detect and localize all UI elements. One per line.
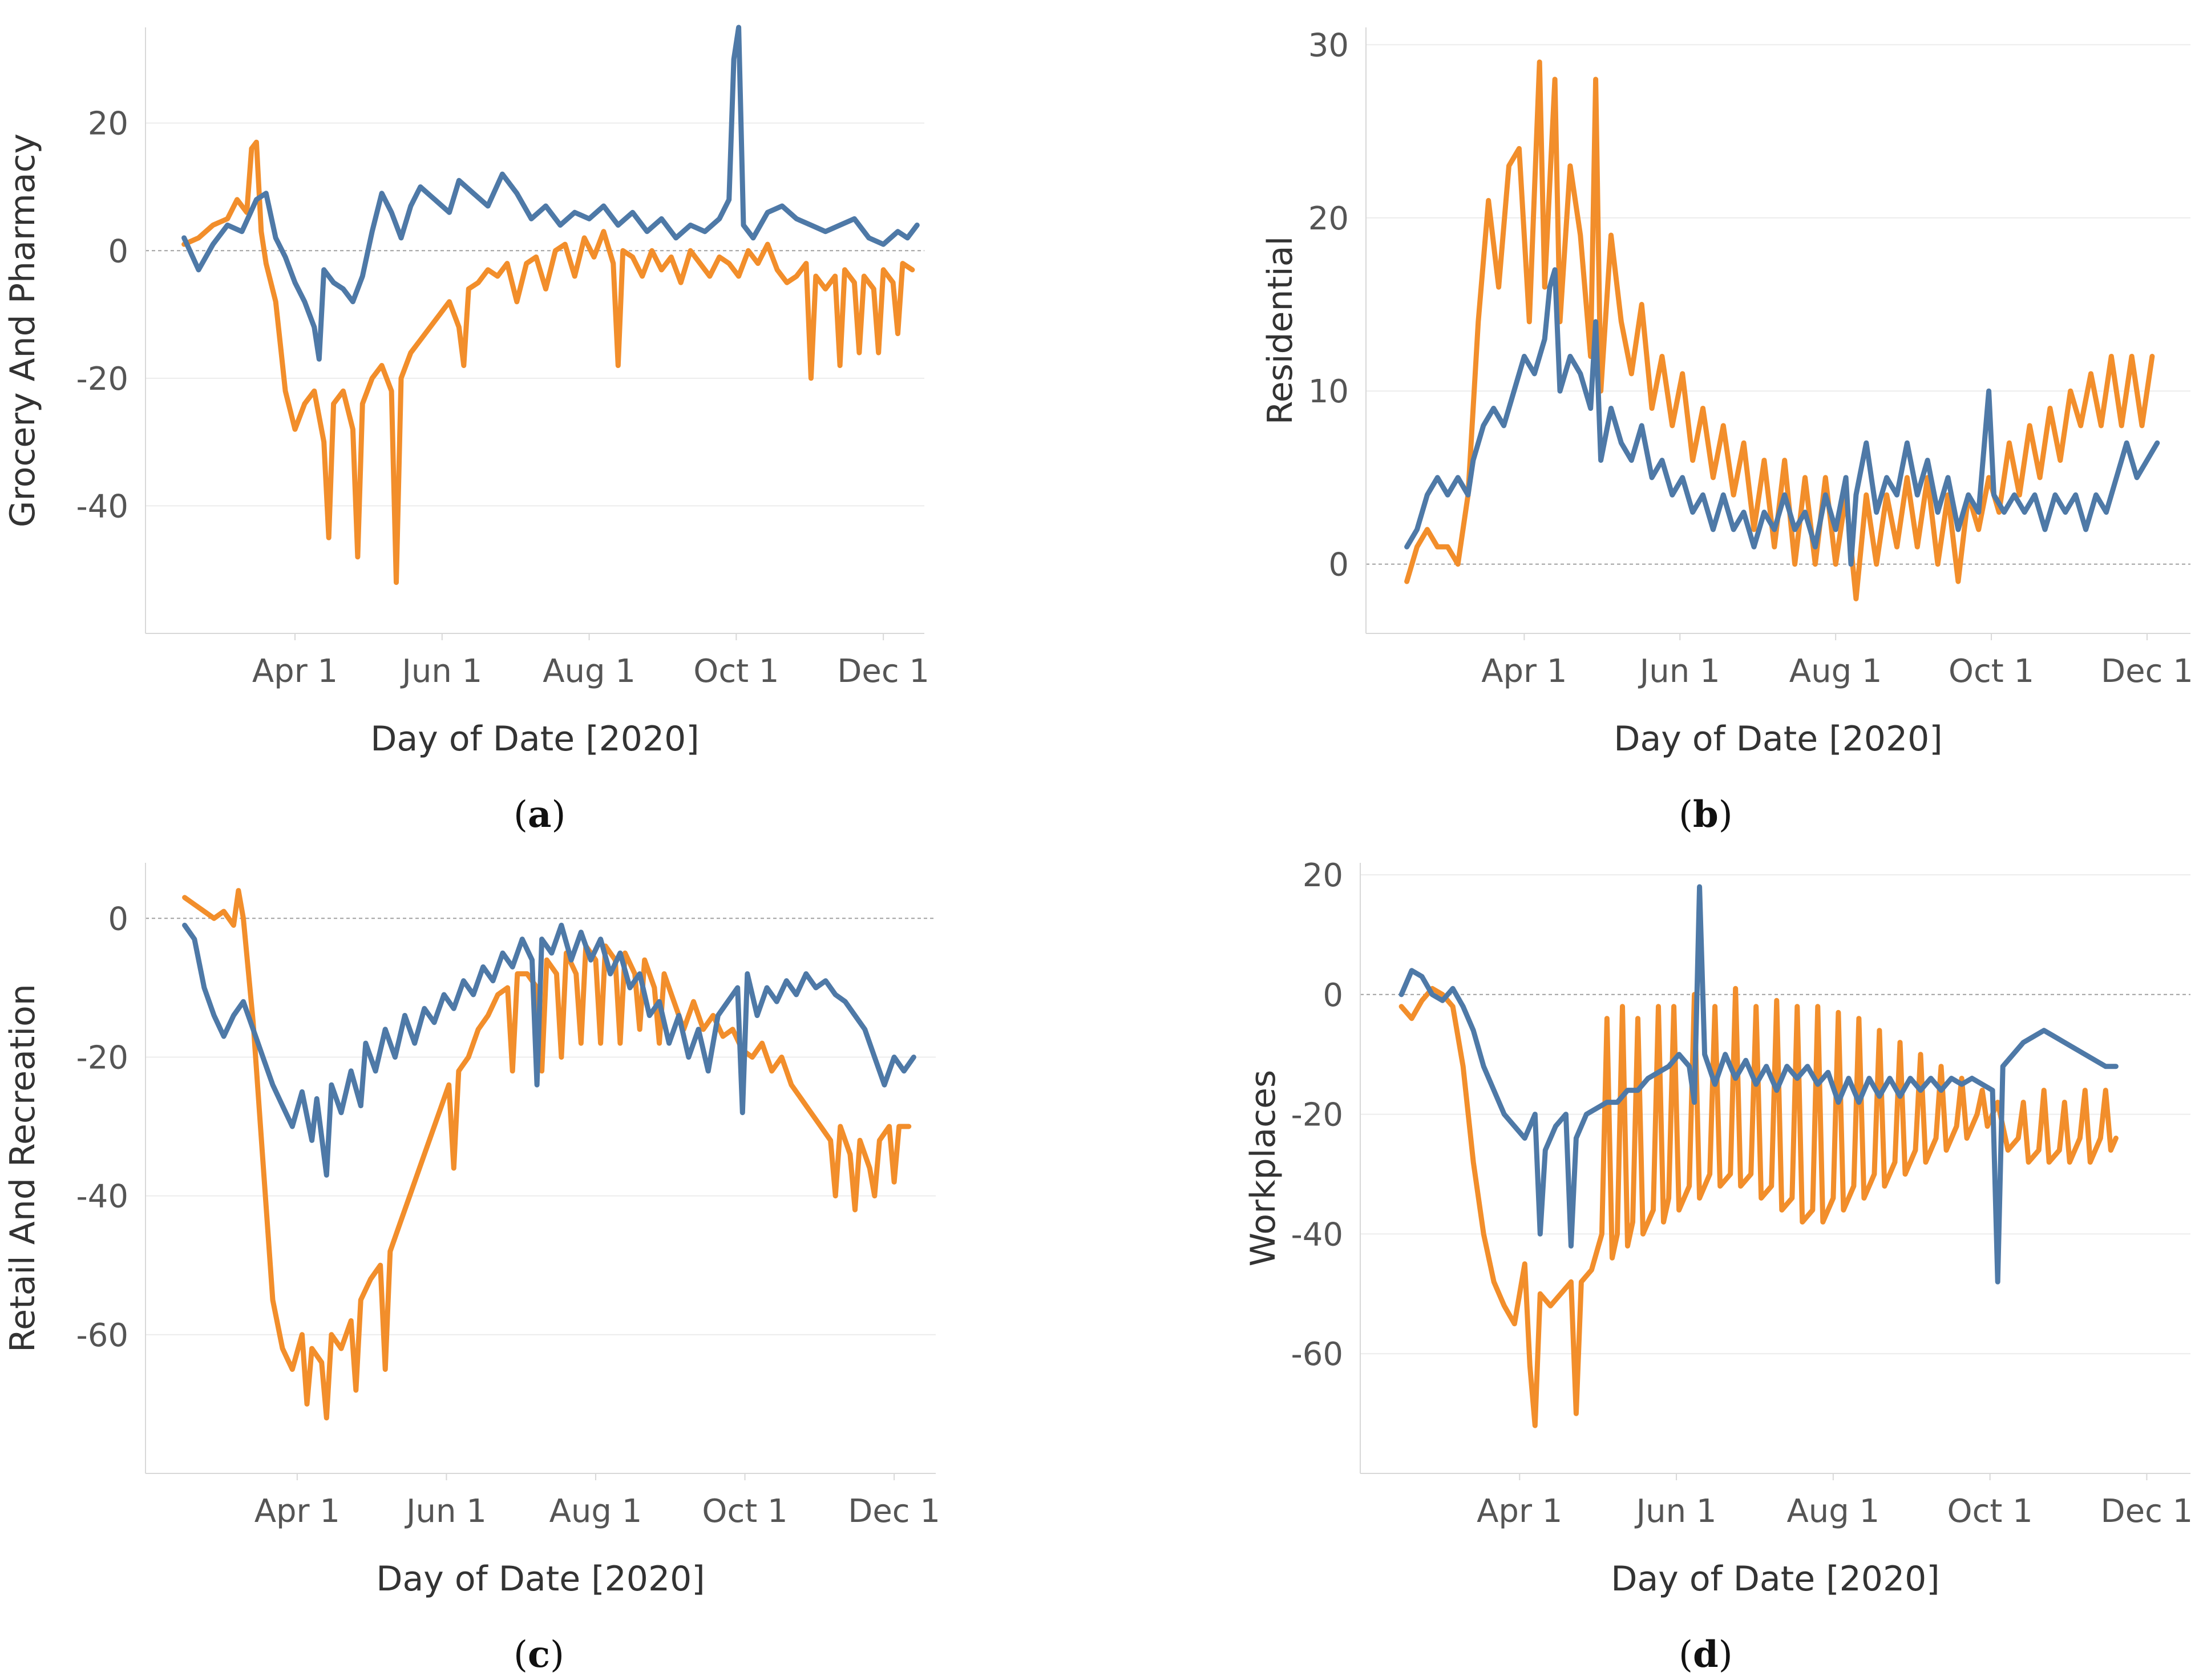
caption-b: (b): [1679, 793, 1733, 836]
x-axis-title: Day of Date [2020]: [376, 1559, 705, 1599]
y-tick-label: -60: [76, 1317, 128, 1354]
orange-series-line: [1404, 59, 2155, 601]
x-tick-label: Oct 1: [1949, 653, 2034, 690]
y-tick-label: -20: [76, 361, 128, 398]
chart-panel-a: 20 0 -20 -40 Apr 1 Jun 1 Aug 1 Oct 1 Dec 1 Day of…: [0, 0, 1104, 840]
blue-series-line: [1404, 267, 2160, 567]
x-tick-label: Aug 1: [1789, 653, 1882, 690]
x-tick-label: Apr 1: [252, 653, 338, 690]
y-tick-label: 20: [1308, 200, 1349, 237]
y-tick-label: 20: [1303, 857, 1343, 894]
orange-series-line: [182, 888, 912, 1421]
x-tick-label: Aug 1: [543, 653, 636, 690]
x-axis-title: Day of Date [2020]: [1611, 1559, 1939, 1599]
x-axis-title: Day of Date [2020]: [370, 719, 699, 759]
x-tick-label: Oct 1: [1947, 1493, 2033, 1530]
y-tick-label: -40: [76, 488, 128, 525]
y-axis-title: Workplaces: [1243, 1070, 1283, 1267]
caption-d: (d): [1679, 1633, 1733, 1676]
blue-series-line: [1398, 884, 2119, 1285]
x-axis-title: Day of Date [2020]: [1614, 719, 1942, 759]
chart-panel-b: 30 20 10 0 Apr 1 Jun 1 Aug 1 Oct 1 Dec 1 Day of D…: [1104, 0, 2207, 840]
line-chart-c: 0 -20 -40 -60 Apr 1 Jun 1 Aug 1 Oct 1 Dec 1 Day o…: [3, 863, 940, 1599]
chart-panel-c: 0 -20 -40 -60 Apr 1 Jun 1 Aug 1 Oct 1 Dec 1 Day o…: [0, 840, 1104, 1680]
y-tick-label: 0: [1328, 547, 1349, 584]
y-tick-label: 10: [1308, 373, 1349, 410]
y-tick-label: 0: [108, 900, 128, 938]
y-tick-label: 0: [108, 233, 128, 270]
y-tick-label: 20: [88, 106, 128, 143]
x-tick-label: Jun 1: [1635, 1493, 1717, 1530]
blue-series-line: [182, 922, 916, 1178]
x-tick-label: Apr 1: [1481, 653, 1567, 690]
y-tick-label: -40: [1291, 1216, 1343, 1253]
x-tick-label: Aug 1: [549, 1493, 642, 1530]
y-axis-title: Residential: [1260, 236, 1300, 425]
x-tick-label: Dec 1: [837, 653, 929, 690]
x-tick-label: Jun 1: [1638, 653, 1720, 690]
caption-a: (a): [514, 793, 566, 836]
x-tick-label: Apr 1: [254, 1493, 340, 1530]
chart-panel-d: 20 0 -20 -40 -60 Apr 1 Jun 1 Aug 1 Oct 1 Dec 1 Day…: [1104, 840, 2207, 1680]
y-axis-title: Retail And Recreation: [3, 984, 43, 1352]
y-tick-label: 0: [1323, 977, 1343, 1014]
line-chart-a: 20 0 -20 -40 Apr 1 Jun 1 Aug 1 Oct 1 Dec 1 Day of…: [3, 25, 929, 759]
x-tick-label: Jun 1: [405, 1493, 487, 1530]
y-axis-title: Grocery And Pharmacy: [3, 134, 43, 527]
y-tick-label: -40: [76, 1178, 128, 1215]
x-tick-label: Oct 1: [702, 1493, 787, 1530]
orange-series-line: [1398, 986, 2119, 1428]
x-tick-label: Dec 1: [848, 1493, 940, 1530]
x-tick-label: Apr 1: [1477, 1493, 1562, 1530]
x-tick-label: Aug 1: [1786, 1493, 1879, 1530]
x-tick-label: Jun 1: [400, 653, 482, 690]
x-tick-label: Oct 1: [693, 653, 779, 690]
y-tick-label: -20: [1291, 1097, 1343, 1134]
x-tick-label: Dec 1: [2101, 653, 2193, 690]
line-chart-b: 30 20 10 0 Apr 1 Jun 1 Aug 1 Oct 1 Dec 1 Day of D…: [1260, 27, 2193, 759]
blue-series-line: [181, 25, 920, 362]
line-chart-d: 20 0 -20 -40 -60 Apr 1 Jun 1 Aug 1 Oct 1 Dec 1 Day…: [1243, 857, 2193, 1599]
y-tick-label: 30: [1308, 27, 1349, 64]
orange-series-line: [181, 139, 915, 585]
y-tick-label: -20: [76, 1039, 128, 1076]
y-tick-label: -60: [1291, 1336, 1343, 1373]
caption-c: (c): [514, 1633, 564, 1676]
x-tick-label: Dec 1: [2101, 1493, 2193, 1530]
